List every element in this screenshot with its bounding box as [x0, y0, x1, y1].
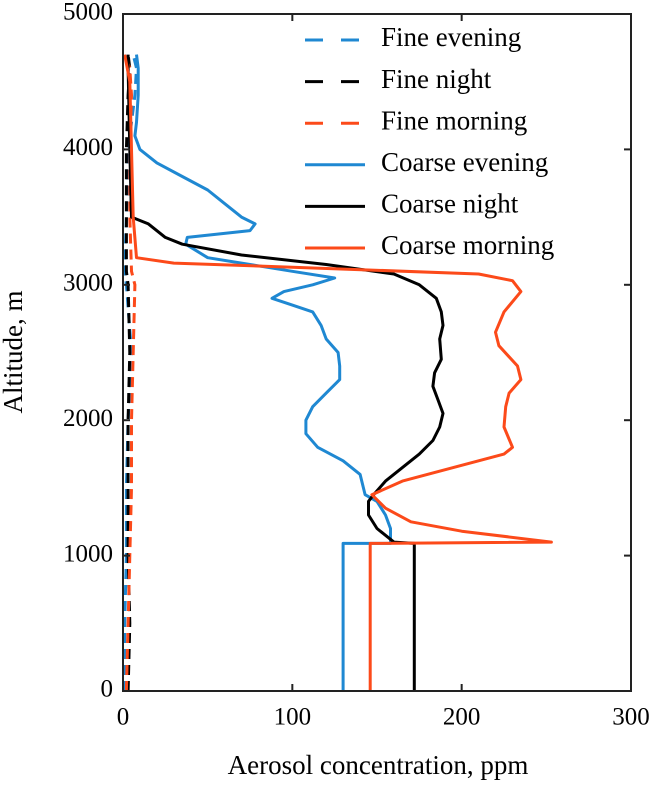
x-tick-label: 300 — [612, 704, 650, 731]
x-axis-label: Aerosol concentration, ppm — [228, 750, 529, 780]
x-tick-label: 200 — [443, 704, 481, 731]
y-tick-label: 1000 — [63, 540, 113, 567]
x-tick-label: 100 — [274, 704, 312, 731]
y-tick-label: 4000 — [63, 134, 113, 161]
legend-label: Fine evening — [381, 22, 521, 52]
y-tick-label: 0 — [101, 676, 114, 703]
y-tick-label: 3000 — [63, 270, 113, 297]
legend-label: Fine night — [381, 64, 492, 94]
legend-label: Fine morning — [381, 105, 527, 135]
y-tick-label: 2000 — [63, 405, 113, 432]
plot-frame — [122, 13, 632, 692]
series-line — [133, 54, 392, 691]
legend-label: Coarse night — [381, 189, 519, 219]
legend-label: Coarse morning — [381, 230, 554, 260]
y-tick-label: 5000 — [63, 0, 113, 26]
series-line — [126, 54, 445, 691]
x-tick-label: 0 — [117, 704, 130, 731]
y-axis-label: Altitude, m — [0, 291, 28, 414]
legend-label: Coarse evening — [381, 147, 548, 177]
series-line — [123, 54, 553, 691]
